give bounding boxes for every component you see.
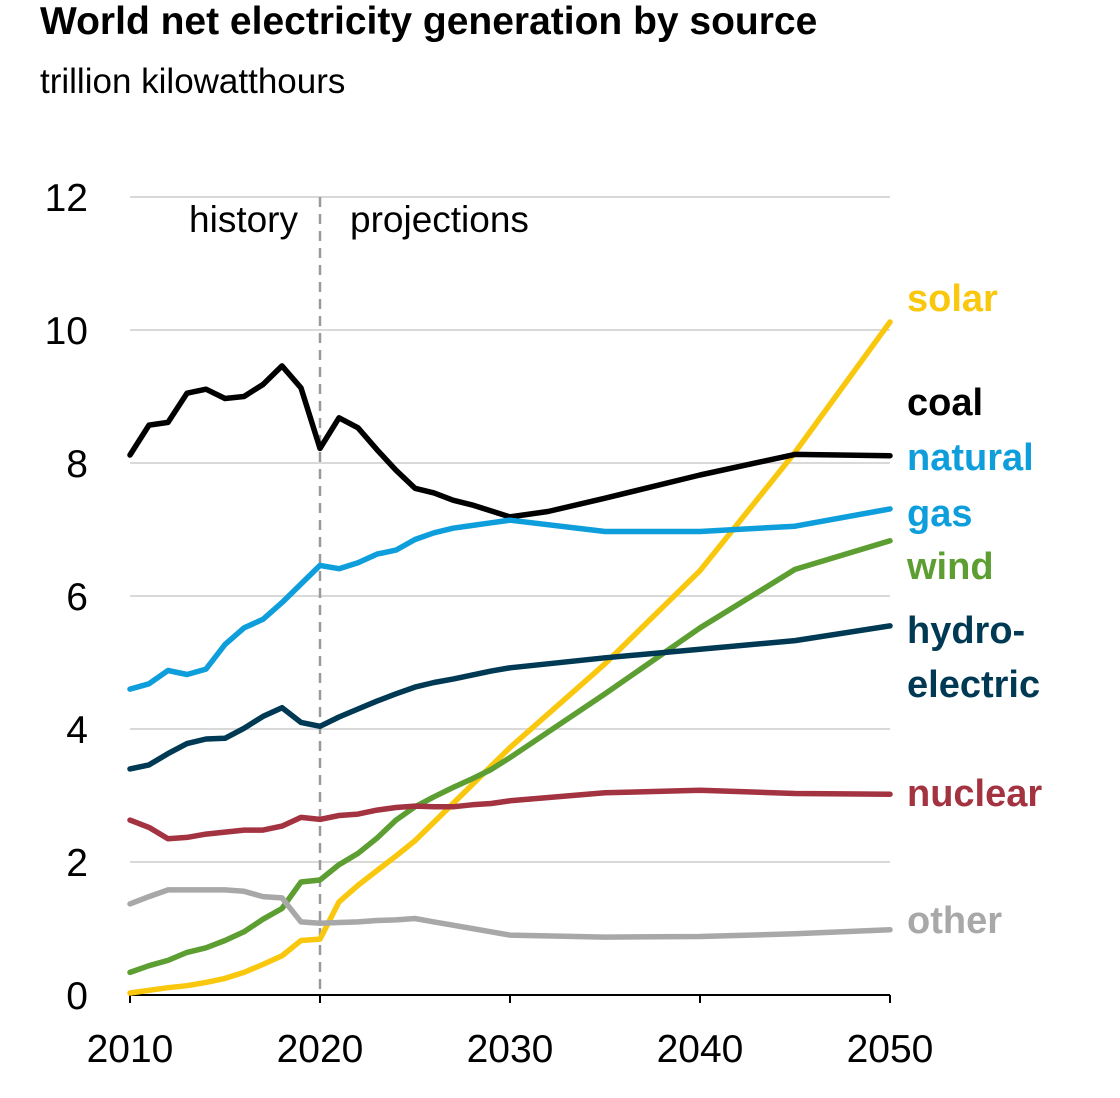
chart-title: World net electricity generation by sour… <box>40 0 818 43</box>
series-line-coal <box>127 363 893 520</box>
series-label-natural-gas-2: gas <box>907 493 972 535</box>
x-tick-label-2020: 2020 <box>277 1028 364 1071</box>
series-label-coal: coal <box>907 382 983 424</box>
series-line-other <box>127 887 893 940</box>
series-label-natural-gas-1: natural <box>907 437 1034 479</box>
y-tick-label-2: 2 <box>66 842 88 885</box>
y-tick-label-4: 4 <box>66 709 88 752</box>
y-tick-label-8: 8 <box>66 443 88 486</box>
y-tick-label-0: 0 <box>66 975 88 1018</box>
x-tick-label-2030: 2030 <box>467 1028 554 1071</box>
series-line-nuclear <box>127 787 893 842</box>
series-label-nuclear: nuclear <box>907 773 1042 815</box>
series-line-solar <box>127 319 893 996</box>
x-tick-label-2050: 2050 <box>847 1028 934 1071</box>
axes: 0 2 4 6 8 10 12 2010 2020 2030 2040 2050 history proj… <box>45 177 934 1071</box>
series-label-other: other <box>907 900 1002 942</box>
x-tick-label-2010: 2010 <box>87 1028 174 1071</box>
projections-label: projections <box>350 199 529 240</box>
series-labels: solar coal natural gas wind hydro-electric nuc… <box>906 278 1042 942</box>
y-tick-label-6: 6 <box>66 576 88 619</box>
y-tick-label-12: 12 <box>45 177 88 220</box>
series-label-hydroelectric-1: hydro- <box>907 610 1025 652</box>
y-tick-label-10: 10 <box>45 310 88 353</box>
series-label-wind: wind <box>906 546 994 588</box>
series-line-natural-gas <box>127 506 893 692</box>
series-lines <box>127 319 893 996</box>
x-tick-label-2040: 2040 <box>657 1028 744 1071</box>
series-label-hydroelectric-2: electric <box>907 664 1040 706</box>
chart-subtitle: trillion kilowatthours <box>40 62 346 101</box>
series-label-solar: solar <box>907 278 998 320</box>
series-line-hydroelectric <box>127 623 893 772</box>
history-label: history <box>189 199 298 240</box>
series-line-wind <box>127 538 893 976</box>
